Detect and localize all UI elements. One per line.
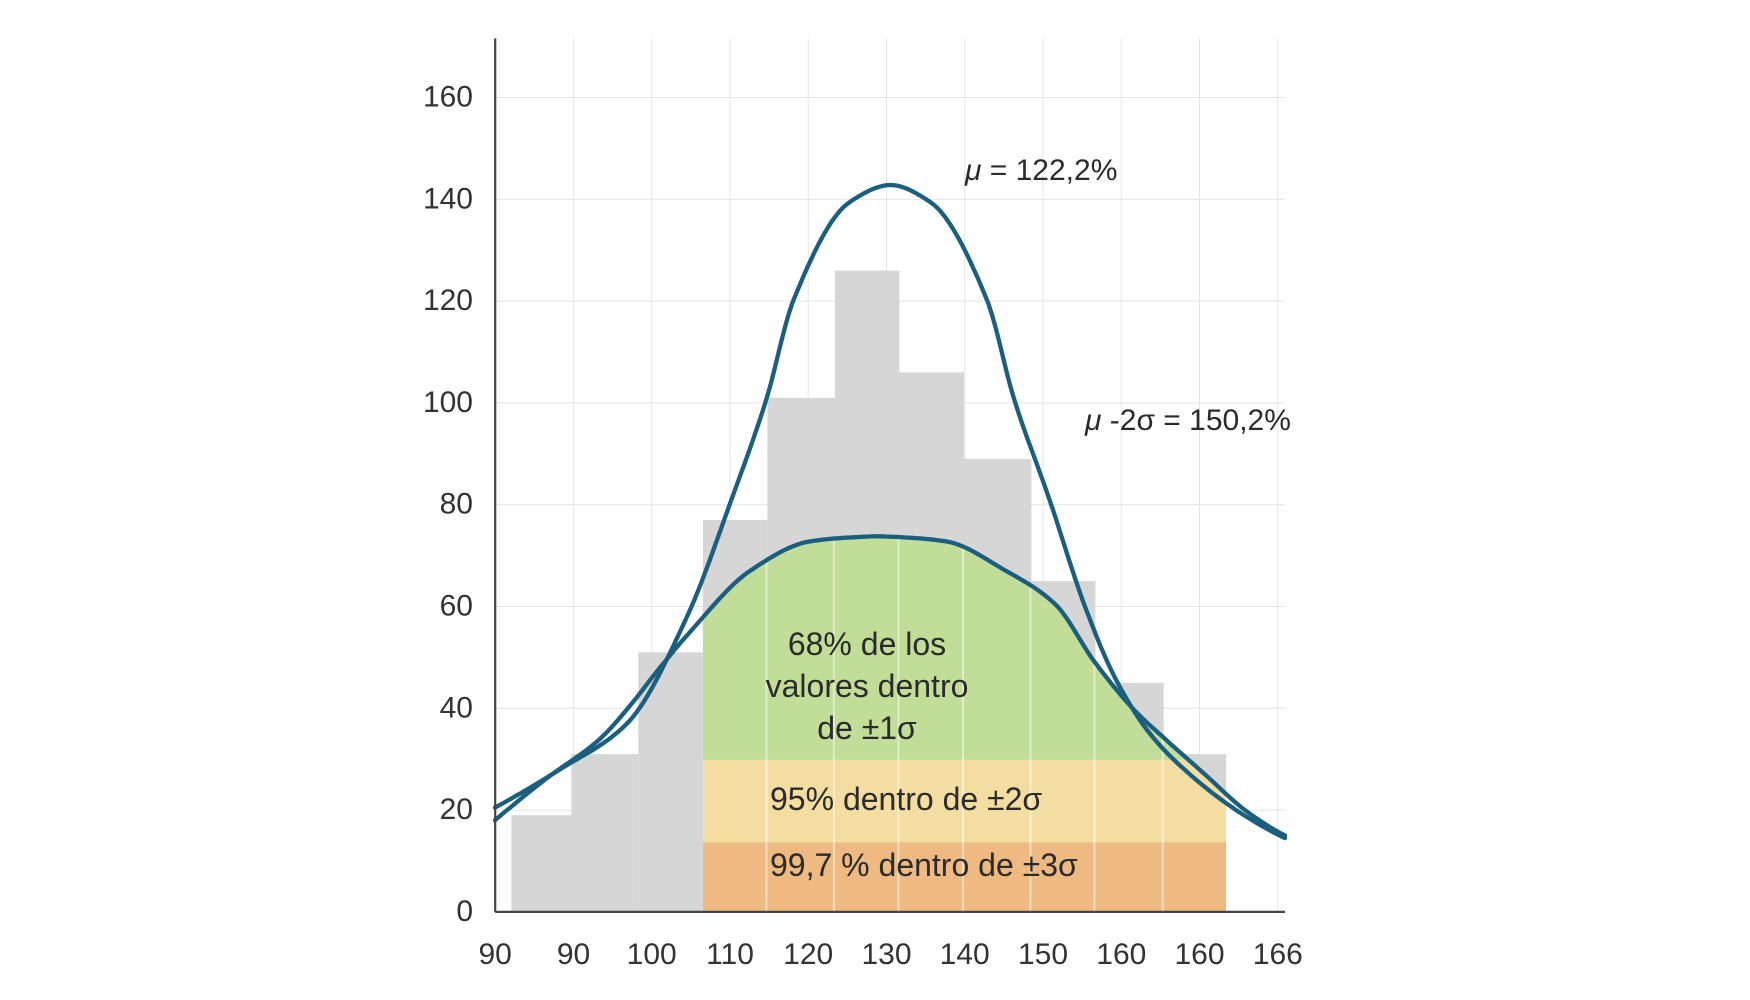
svg-text:20: 20 xyxy=(440,793,473,826)
svg-text:110: 110 xyxy=(706,938,754,971)
svg-text:120: 120 xyxy=(423,284,473,317)
svg-text:160: 160 xyxy=(1096,938,1146,971)
svg-text:80: 80 xyxy=(440,488,473,521)
svg-text:de ±1σ: de ±1σ xyxy=(817,710,917,746)
svg-text:μ -2σ = 150,2%: μ -2σ = 150,2% xyxy=(1084,404,1291,437)
svg-text:68% de los: 68% de los xyxy=(788,626,946,662)
svg-text:140: 140 xyxy=(423,182,473,215)
svg-text:166: 166 xyxy=(1253,938,1303,971)
svg-text:40: 40 xyxy=(440,691,473,724)
svg-text:60: 60 xyxy=(440,590,473,623)
svg-text:160: 160 xyxy=(423,81,473,114)
svg-text:100: 100 xyxy=(627,938,677,971)
svg-text:130: 130 xyxy=(861,938,911,971)
svg-text:valores dentro: valores dentro xyxy=(766,668,969,704)
svg-text:140: 140 xyxy=(940,938,990,971)
svg-text:μ = 122,2%: μ = 122,2% xyxy=(964,154,1117,187)
svg-text:95% dentro de ±2σ: 95% dentro de ±2σ xyxy=(770,781,1042,817)
svg-text:120: 120 xyxy=(783,938,833,971)
svg-text:90: 90 xyxy=(479,938,512,971)
svg-text:99,7 % dentro de ±3σ: 99,7 % dentro de ±3σ xyxy=(770,847,1078,883)
svg-text:0: 0 xyxy=(456,895,473,928)
svg-text:160: 160 xyxy=(1174,938,1224,971)
svg-text:100: 100 xyxy=(423,386,473,419)
svg-text:90: 90 xyxy=(557,938,590,971)
svg-text:150: 150 xyxy=(1018,938,1068,971)
